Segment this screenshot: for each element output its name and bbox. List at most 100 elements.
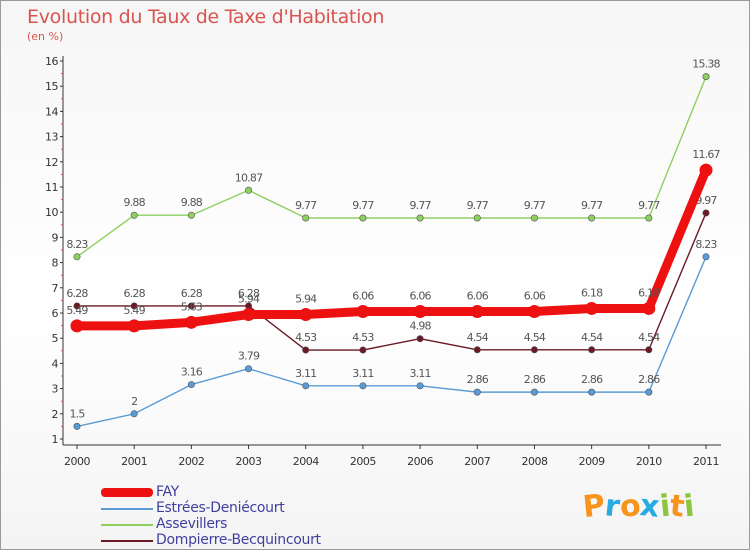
data-point bbox=[585, 301, 599, 315]
x-tick-label: 2004 bbox=[293, 455, 319, 468]
data-label: 2 bbox=[131, 395, 137, 408]
data-label: 1.5 bbox=[69, 407, 85, 420]
data-point bbox=[530, 214, 538, 222]
y-tick-label: 13 bbox=[45, 131, 58, 144]
x-tick-label: 2002 bbox=[178, 455, 204, 468]
legend-label: Dompierre-Becquincourt bbox=[156, 532, 321, 548]
legend-label: FAY bbox=[156, 484, 179, 500]
data-point bbox=[302, 214, 310, 222]
data-label: 3.79 bbox=[238, 350, 260, 363]
data-point bbox=[302, 382, 310, 390]
data-label: 9.77 bbox=[581, 199, 603, 212]
data-point bbox=[187, 381, 195, 389]
data-point bbox=[359, 382, 367, 390]
data-point bbox=[588, 388, 596, 396]
y-tick-label: 10 bbox=[45, 206, 58, 219]
y-unit-label: (en %) bbox=[27, 30, 64, 43]
data-label: 4.54 bbox=[638, 331, 660, 344]
data-label: 5.63 bbox=[181, 300, 203, 313]
x-tick-label: 2005 bbox=[350, 455, 376, 468]
data-label: 9.88 bbox=[181, 196, 203, 209]
data-point bbox=[473, 346, 481, 354]
data-label: 9.77 bbox=[409, 199, 431, 212]
data-point bbox=[530, 388, 538, 396]
x-tick-label: 2010 bbox=[636, 455, 662, 468]
data-point bbox=[302, 346, 310, 354]
data-label: 3.11 bbox=[352, 367, 373, 380]
y-tick-label: 14 bbox=[45, 105, 58, 118]
y-tick-label: 4 bbox=[52, 357, 59, 370]
data-point bbox=[73, 253, 81, 261]
x-tick-label: 2007 bbox=[464, 455, 490, 468]
data-label: 9.77 bbox=[352, 199, 374, 212]
x-tick-label: 2000 bbox=[64, 455, 90, 468]
data-label: 8.23 bbox=[66, 238, 88, 251]
data-label: 9.97 bbox=[695, 194, 717, 207]
data-label: 9.77 bbox=[524, 199, 546, 212]
y-tick-label: 3 bbox=[52, 383, 59, 396]
legend-swatch bbox=[101, 508, 153, 510]
data-label: 6.28 bbox=[238, 287, 260, 300]
data-label: 9.77 bbox=[295, 199, 317, 212]
data-label: 4.53 bbox=[352, 331, 374, 344]
data-point bbox=[473, 388, 481, 396]
legend-swatch bbox=[101, 524, 153, 526]
data-point bbox=[645, 346, 653, 354]
series-line bbox=[76, 75, 707, 258]
y-tick-label: 5 bbox=[52, 332, 59, 345]
data-label: 5.94 bbox=[295, 293, 317, 306]
x-tick-label: 2006 bbox=[407, 455, 433, 468]
data-label: 2.86 bbox=[581, 373, 603, 386]
chart-title: Evolution du Taux de Taxe d'Habitation bbox=[27, 6, 385, 28]
data-point bbox=[527, 304, 541, 318]
y-tick-label: 2 bbox=[52, 408, 59, 421]
y-tick-label: 9 bbox=[52, 231, 59, 244]
data-label: 4.54 bbox=[524, 331, 546, 344]
data-point bbox=[359, 346, 367, 354]
data-point bbox=[70, 319, 84, 333]
data-point bbox=[130, 410, 138, 418]
data-point bbox=[187, 211, 195, 219]
y-tick-label: 8 bbox=[52, 257, 59, 270]
data-point bbox=[359, 214, 367, 222]
data-point bbox=[245, 365, 253, 373]
data-point bbox=[184, 315, 198, 329]
y-tick-label: 16 bbox=[45, 55, 58, 68]
data-label: 5.94 bbox=[238, 293, 260, 306]
data-label: 6.28 bbox=[66, 287, 88, 300]
y-tick-label: 11 bbox=[45, 181, 58, 194]
y-tick-label: 1 bbox=[52, 433, 59, 446]
y-tick-label: 6 bbox=[52, 307, 59, 320]
data-label: 5.49 bbox=[124, 304, 146, 317]
x-tick-label: 2003 bbox=[236, 455, 262, 468]
x-tick-label: 2008 bbox=[521, 455, 547, 468]
legend-label: Estrées-Deniécourt bbox=[156, 500, 285, 516]
data-point bbox=[416, 335, 424, 343]
data-label: 9.88 bbox=[124, 196, 146, 209]
y-tick-label: 7 bbox=[52, 282, 59, 295]
data-point bbox=[73, 422, 81, 430]
data-label: 4.54 bbox=[467, 331, 489, 344]
data-label: 8.23 bbox=[695, 238, 717, 251]
data-point bbox=[130, 302, 138, 310]
data-label: 3.16 bbox=[181, 366, 203, 379]
x-tick-label: 2011 bbox=[693, 455, 719, 468]
data-label: 10.87 bbox=[235, 171, 263, 184]
data-label: 11.67 bbox=[692, 148, 720, 161]
data-label: 15.38 bbox=[692, 58, 720, 71]
legend-swatch bbox=[101, 488, 153, 497]
data-point bbox=[413, 304, 427, 318]
data-point bbox=[702, 209, 710, 217]
data-point bbox=[130, 211, 138, 219]
data-label: 6.06 bbox=[467, 289, 489, 302]
data-label: 9.77 bbox=[638, 199, 660, 212]
data-point bbox=[699, 163, 713, 177]
data-point bbox=[73, 302, 81, 310]
data-label: 2.86 bbox=[638, 373, 660, 386]
legend-swatch bbox=[101, 540, 153, 542]
x-tick-label: 2009 bbox=[579, 455, 605, 468]
data-point bbox=[416, 382, 424, 390]
data-label: 6.06 bbox=[524, 289, 546, 302]
logo-letter: i bbox=[682, 488, 697, 525]
